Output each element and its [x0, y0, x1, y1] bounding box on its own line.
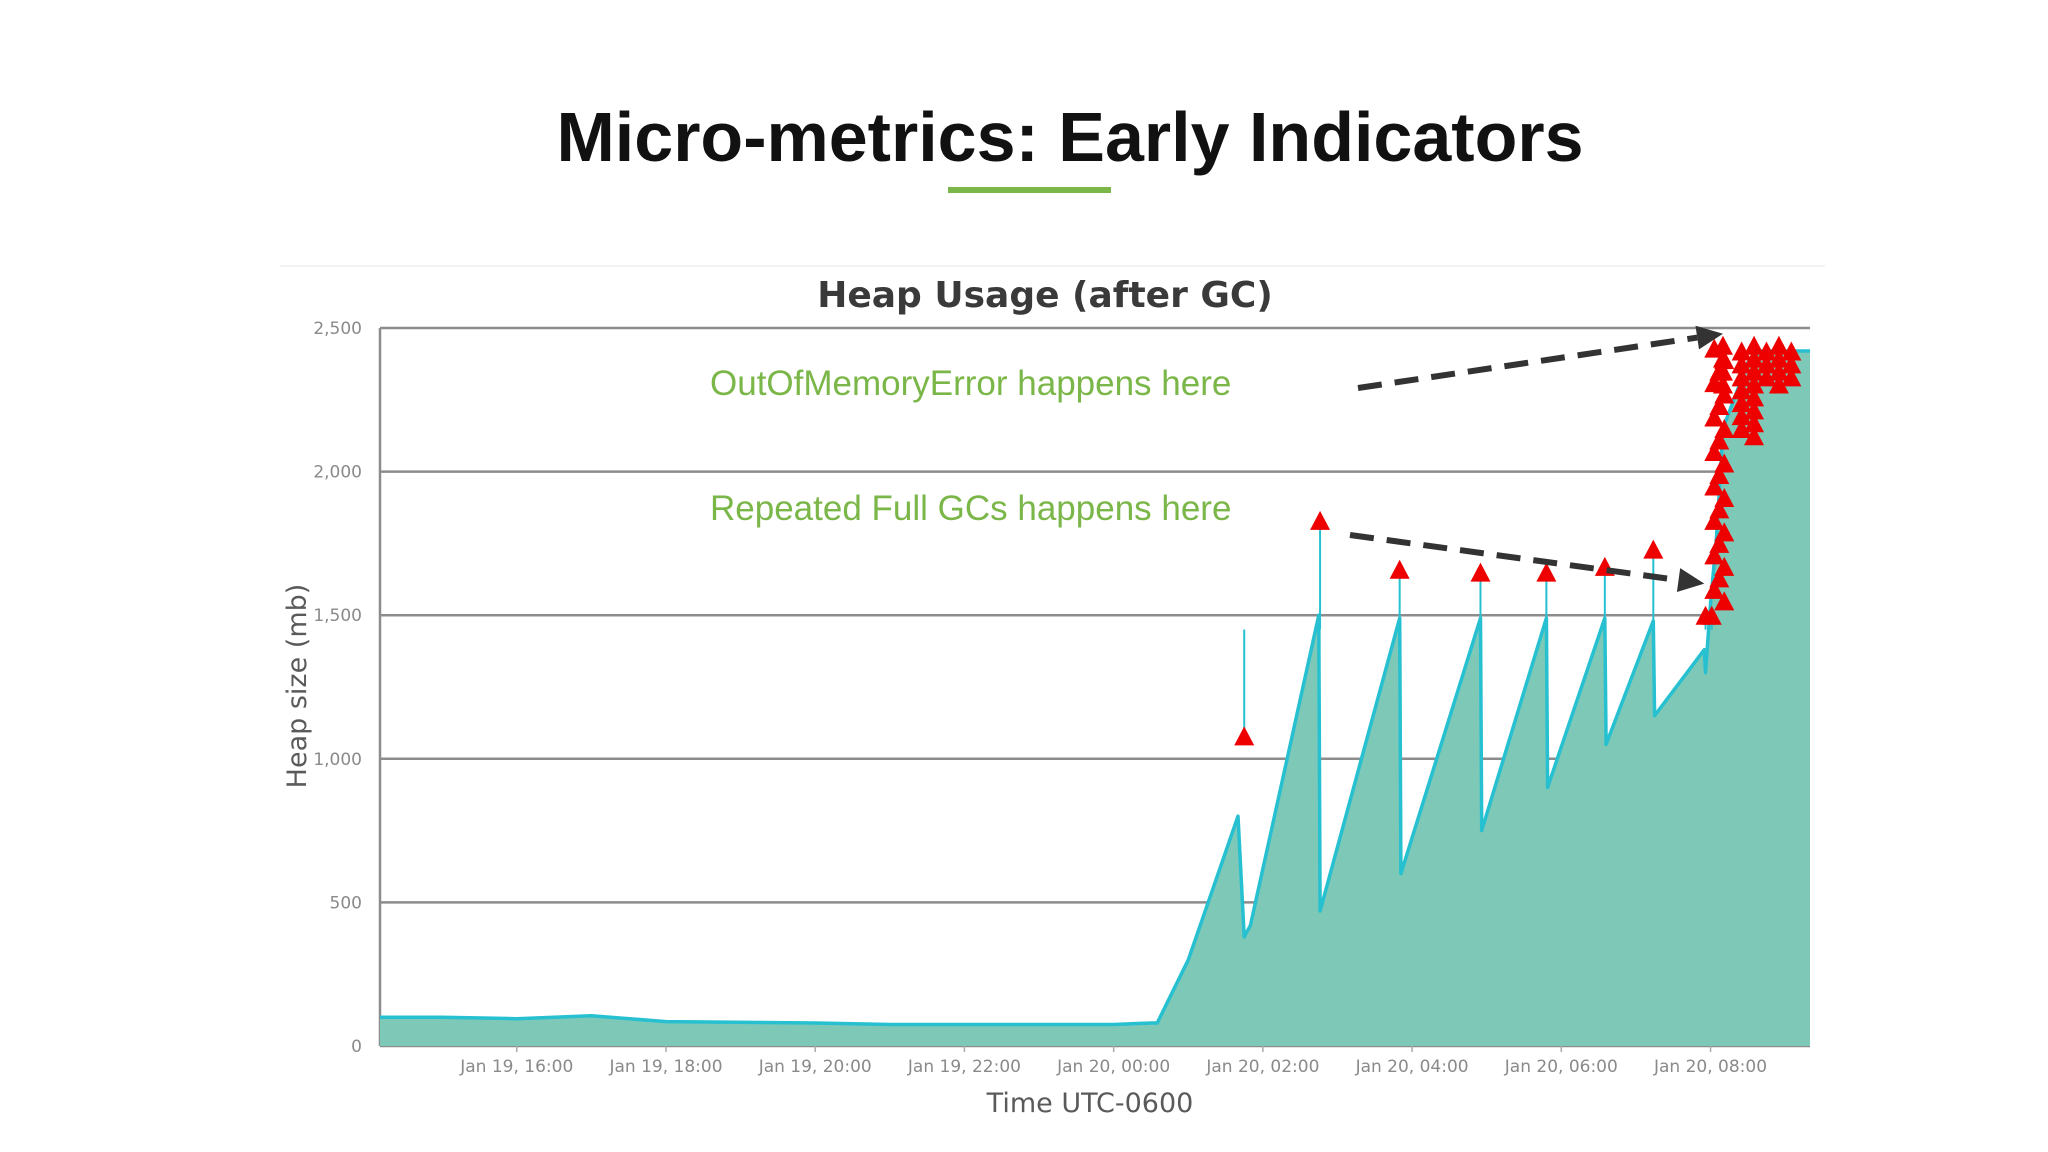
annotation-arrowhead — [1695, 325, 1723, 350]
full-gc-cluster-marker — [1731, 419, 1752, 439]
full-gc-cluster-marker — [1744, 426, 1765, 446]
y-tick-label: 1,500 — [313, 606, 362, 626]
full-gc-marker — [1643, 539, 1664, 559]
full-gc-cluster-marker — [1709, 568, 1730, 588]
full-gc-cluster-marker — [1709, 464, 1730, 484]
full-gc-cluster-marker — [1709, 533, 1730, 553]
full-gc-cluster-marker — [1704, 545, 1725, 565]
full-gc-marker — [1701, 605, 1722, 625]
full-gc-cluster-marker — [1781, 367, 1802, 387]
title-underline — [948, 187, 1111, 193]
x-tick-label: Jan 20, 06:00 — [1504, 1057, 1618, 1077]
y-tick-label: 1,000 — [313, 750, 362, 770]
full-gc-cluster-marker — [1709, 430, 1730, 450]
x-tick-label: Jan 20, 08:00 — [1653, 1057, 1767, 1077]
full-gc-cluster-marker — [1744, 400, 1765, 420]
y-tick-label: 2,500 — [313, 319, 362, 339]
full-gc-cluster-marker — [1704, 441, 1725, 461]
full-gc-cluster-marker — [1744, 374, 1765, 394]
full-gc-cluster-marker — [1714, 556, 1735, 576]
full-gc-cluster-marker — [1704, 510, 1725, 530]
full-gc-cluster-marker — [1768, 361, 1789, 381]
full-gc-cluster-marker — [1714, 522, 1735, 542]
full-gc-cluster-marker — [1712, 361, 1733, 381]
full-gc-cluster-marker — [1704, 476, 1725, 496]
chart-title: Heap Usage (after GC) — [817, 275, 1273, 316]
annotation-arrow — [1357, 334, 1698, 391]
y-tick-label: 2,000 — [313, 463, 362, 483]
x-tick-label: Jan 19, 20:00 — [758, 1057, 872, 1077]
x-tick-label: Jan 20, 04:00 — [1355, 1057, 1469, 1077]
full-gc-cluster-marker — [1704, 579, 1725, 599]
x-tick-label: Jan 20, 02:00 — [1205, 1057, 1319, 1077]
full-gc-cluster-marker — [1731, 406, 1752, 426]
full-gc-cluster-marker — [1781, 354, 1802, 374]
slide-title: Micro-metrics: Early Indicators — [556, 98, 1584, 176]
full-gc-marker — [1310, 510, 1331, 530]
full-gc-cluster-marker — [1744, 387, 1765, 407]
full-gc-cluster-marker — [1744, 335, 1765, 355]
full-gc-cluster-marker — [1731, 341, 1752, 361]
area-layer — [380, 349, 1810, 1046]
full-gc-cluster-marker — [1781, 341, 1802, 361]
y-axis-label: Heap size (mb) — [282, 584, 313, 789]
marker-layer — [1234, 335, 1802, 746]
full-gc-cluster-marker — [1709, 396, 1730, 416]
full-gc-cluster-marker — [1768, 348, 1789, 368]
x-tick-label: Jan 20, 00:00 — [1056, 1057, 1170, 1077]
full-gc-cluster-marker — [1714, 384, 1735, 404]
full-gc-cluster-marker — [1714, 419, 1735, 439]
full-gc-cluster-marker — [1744, 413, 1765, 433]
full-gc-cluster-marker — [1756, 341, 1777, 361]
full-gc-cluster-marker — [1731, 354, 1752, 374]
full-gc-cluster-marker — [1714, 453, 1735, 473]
full-gc-cluster-marker — [1744, 361, 1765, 381]
heap-area — [380, 351, 1810, 1046]
x-tick-label: Jan 19, 16:00 — [459, 1057, 573, 1077]
y-tick-label: 500 — [330, 893, 362, 913]
annotation-arrow — [1349, 532, 1679, 584]
full-gc-cluster-marker — [1704, 407, 1725, 427]
full-gc-cluster-marker — [1731, 367, 1752, 387]
full-gc-cluster-marker — [1709, 499, 1730, 519]
annotation-layer: OutOfMemoryError happens here Repeated Fu… — [710, 325, 1723, 592]
full-gc-cluster-marker — [1714, 591, 1735, 611]
full-gc-cluster-marker — [1756, 354, 1777, 374]
full-gc-cluster-marker — [1714, 487, 1735, 507]
full-gc-marker — [1470, 562, 1491, 582]
tick-layer: 0 500 1,000 1,500 2,000 2,500 Jan 19, 16:00 Jan… — [313, 319, 1767, 1077]
y-tick-label: 0 — [351, 1037, 362, 1057]
annotation-arrowhead — [1676, 568, 1705, 592]
full-gc-cluster-marker — [1712, 348, 1733, 368]
x-tick-label: Jan 19, 22:00 — [907, 1057, 1021, 1077]
annotation-text: OutOfMemoryError happens here — [710, 364, 1231, 403]
full-gc-marker — [1234, 726, 1255, 746]
full-gc-marker — [1536, 562, 1557, 582]
full-gc-cluster-marker — [1731, 393, 1752, 413]
full-gc-marker — [1389, 559, 1410, 579]
full-gc-cluster-marker — [1712, 374, 1733, 394]
x-tick-label: Jan 19, 18:00 — [608, 1057, 722, 1077]
full-gc-cluster-marker — [1712, 335, 1733, 355]
x-axis-label: Time UTC-0600 — [986, 1088, 1194, 1119]
full-gc-cluster-marker — [1756, 367, 1777, 387]
full-gc-cluster-marker — [1744, 348, 1765, 368]
annotation-text: Repeated Full GCs happens here — [710, 489, 1231, 528]
full-gc-cluster-marker — [1768, 374, 1789, 394]
full-gc-cluster-marker — [1731, 380, 1752, 400]
full-gc-cluster-marker — [1768, 335, 1789, 355]
